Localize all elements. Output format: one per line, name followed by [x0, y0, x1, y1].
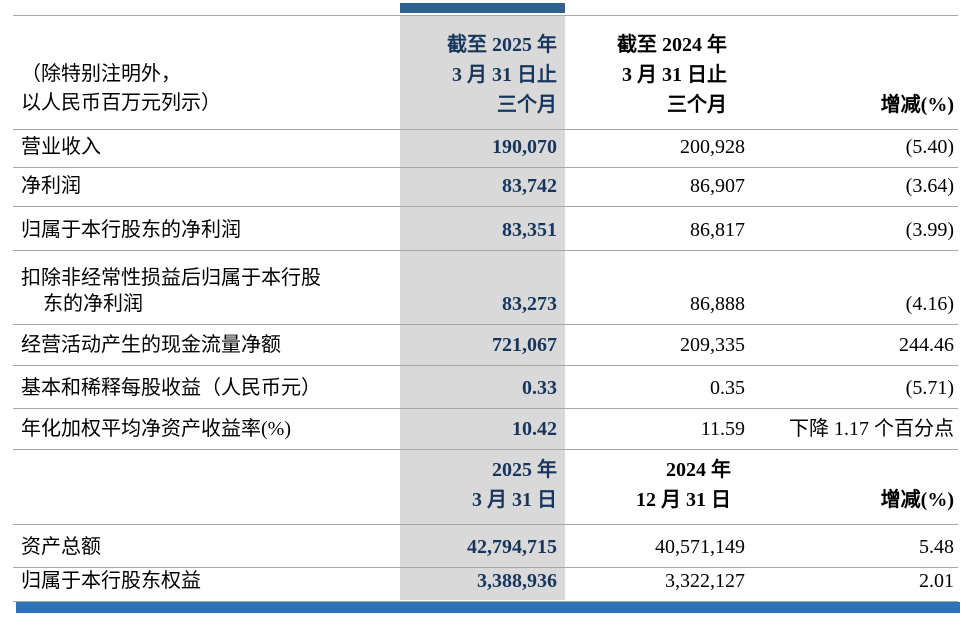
value-change: (5.71): [905, 377, 954, 399]
value-2024: 86,817: [690, 219, 745, 241]
table-row-profit-attributable: 归属于本行股东的净利润 83,351 86,817 (3.99): [13, 207, 958, 251]
value-2025: 83,351: [502, 219, 557, 241]
value-2024: 86,907: [690, 175, 745, 197]
header-2025-date: 2025 年 3 月 31 日: [472, 459, 557, 511]
row-label: 营业收入: [21, 136, 101, 158]
value-change: (4.16): [905, 293, 954, 315]
table-row-eps: 基本和稀释每股收益（人民币元） 0.33 0.35 (5.71): [13, 366, 958, 409]
value-2024: 3,322,127: [665, 570, 745, 592]
row-label: 归属于本行股东的净利润: [21, 219, 241, 241]
value-2024: 0.35: [710, 377, 745, 399]
date-header-empty-cell: [13, 450, 400, 525]
value-change: 2.01: [919, 570, 954, 592]
row-label: 扣除非经常性损益后归属于本行股 东的净利润: [21, 267, 321, 315]
value-change: 下降 1.17 个百分点: [789, 418, 954, 440]
date-header-row: 2025 年 3 月 31 日 2024 年 12 月 31 日 增减(%): [13, 450, 958, 525]
value-change: (3.99): [905, 219, 954, 241]
row-label: 经营活动产生的现金流量净额: [21, 334, 281, 356]
value-2025: 721,067: [492, 334, 557, 356]
row-label: 基本和稀释每股收益（人民币元）: [21, 377, 321, 399]
period-header-row: （除特别注明外， 以人民币百万元列示） 截至 2025 年 3 月 31 日止 …: [13, 16, 958, 130]
value-2025: 190,070: [492, 136, 557, 158]
table-row-operating-income: 营业收入 190,070 200,928 (5.40): [13, 130, 958, 168]
financial-highlights-table: （除特别注明外， 以人民币百万元列示） 截至 2025 年 3 月 31 日止 …: [13, 15, 958, 602]
table-row-operating-cash-flow: 经营活动产生的现金流量净额 721,067 209,335 244.46: [13, 325, 958, 366]
header-2025-period: 截至 2025 年 3 月 31 日止 三个月: [447, 34, 557, 116]
table-row-equity-attributable: 归属于本行股东权益 3,388,936 3,322,127 2.01: [13, 568, 958, 602]
value-2025: 42,794,715: [467, 536, 557, 558]
header-change-pct: 增减(%): [880, 489, 954, 511]
row-label: 净利润: [21, 175, 81, 197]
table-row-total-assets: 资产总额 42,794,715 40,571,149 5.48: [13, 525, 958, 568]
value-change: 244.46: [899, 334, 954, 356]
header-2024-period: 截至 2024 年 3 月 31 日止 三个月: [617, 34, 727, 116]
value-2025: 83,742: [502, 175, 557, 197]
value-2024: 11.59: [700, 418, 745, 440]
value-2024: 209,335: [680, 334, 745, 356]
value-2025: 3,388,936: [477, 570, 557, 592]
table-row-profit-excl-nonrecurring: 扣除非经常性损益后归属于本行股 东的净利润 83,273 86,888 (4.1…: [13, 251, 958, 325]
units-note-line2: 以人民币百万元列示）: [21, 92, 221, 114]
units-note-line1: （除特别注明外，: [21, 63, 181, 85]
table-row-net-profit: 净利润 83,742 86,907 (3.64): [13, 168, 958, 207]
value-change: (5.40): [905, 136, 954, 158]
row-label: 资产总额: [21, 536, 101, 558]
current-period-highlight-band: [400, 16, 565, 600]
value-2024: 200,928: [680, 136, 745, 158]
value-2024: 86,888: [690, 293, 745, 315]
table-row-roe: 年化加权平均净资产收益率(%) 10.42 11.59 下降 1.17 个百分点: [13, 409, 958, 450]
value-2024: 40,571,149: [655, 536, 745, 558]
value-change: 5.48: [919, 536, 954, 558]
header-2024-date: 2024 年 12 月 31 日: [636, 459, 731, 511]
value-change: (3.64): [905, 175, 954, 197]
bottom-accent-bar: [16, 602, 960, 613]
value-2025: 0.33: [522, 377, 557, 399]
units-note: （除特别注明外， 以人民币百万元列示）: [13, 16, 400, 130]
row-label: 归属于本行股东权益: [21, 570, 201, 592]
header-change-pct: 增减(%): [880, 94, 954, 116]
value-2025: 10.42: [512, 418, 557, 440]
value-2025: 83,273: [502, 293, 557, 315]
row-label: 年化加权平均净资产收益率(%): [21, 418, 291, 440]
top-accent-bar: [400, 3, 565, 13]
